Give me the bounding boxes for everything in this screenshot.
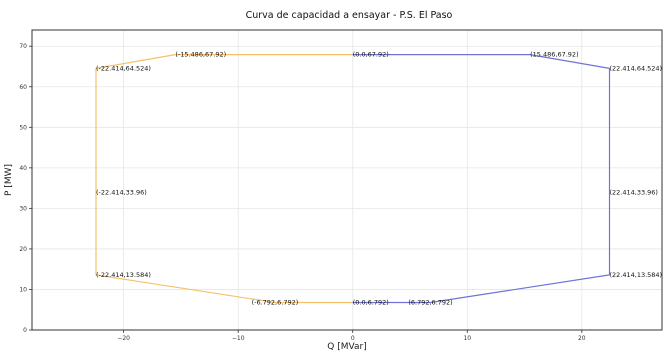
x-tick-label: 20 bbox=[578, 335, 586, 342]
point-label: (-6.792,6.792) bbox=[252, 298, 299, 306]
x-tick-label: 0 bbox=[351, 335, 355, 342]
point-label: (-22.414,13.584) bbox=[96, 271, 151, 279]
grid bbox=[32, 30, 662, 331]
plot-frame bbox=[31, 29, 663, 331]
y-tick-label: 60 bbox=[19, 84, 27, 91]
y-tick-label: 40 bbox=[19, 165, 27, 172]
chart-title: Curva de capacidad a ensayar - P.S. El P… bbox=[246, 10, 453, 21]
y-tick-label: 0 bbox=[23, 327, 27, 334]
point-labels: (-15.486,67.92) (0.0,67.92) (15.486,67.92)… bbox=[96, 51, 662, 307]
point-label: (22.414,13.584) bbox=[609, 271, 662, 279]
point-label: (-22.414,64.524) bbox=[96, 64, 151, 72]
point-label: (-15.486,67.92) bbox=[175, 51, 226, 59]
x-tick-label: 10 bbox=[463, 335, 471, 342]
point-label: (22.414,33.96) bbox=[609, 188, 658, 196]
y-axis-title: P [MW] bbox=[4, 164, 14, 196]
y-tick-label: 50 bbox=[19, 124, 27, 131]
series bbox=[95, 53, 611, 304]
point-label: (15.486,67.92) bbox=[530, 51, 579, 59]
axes bbox=[31, 29, 663, 331]
ticks: −20 −10 0 10 20 0 10 20 30 40 50 60 70 bbox=[19, 43, 585, 342]
y-tick-label: 70 bbox=[19, 43, 27, 50]
series-line-2 bbox=[352, 53, 611, 304]
point-label: (6.792,6.792) bbox=[408, 298, 452, 306]
point-label: (-22.414,33.96) bbox=[96, 188, 147, 196]
x-tick-label: −10 bbox=[232, 335, 245, 342]
y-tick-label: 10 bbox=[19, 286, 27, 293]
y-tick-label: 30 bbox=[19, 205, 27, 212]
y-tick-label: 20 bbox=[19, 246, 27, 253]
x-tick-label: −20 bbox=[117, 335, 130, 342]
series-line-1 bbox=[95, 53, 353, 304]
point-label: (0.0,6.792) bbox=[353, 298, 389, 306]
point-label: (22.414,64.524) bbox=[609, 64, 662, 72]
point-label: (0.0,67.92) bbox=[353, 51, 389, 59]
x-axis-title: Q [MVar] bbox=[327, 342, 366, 352]
